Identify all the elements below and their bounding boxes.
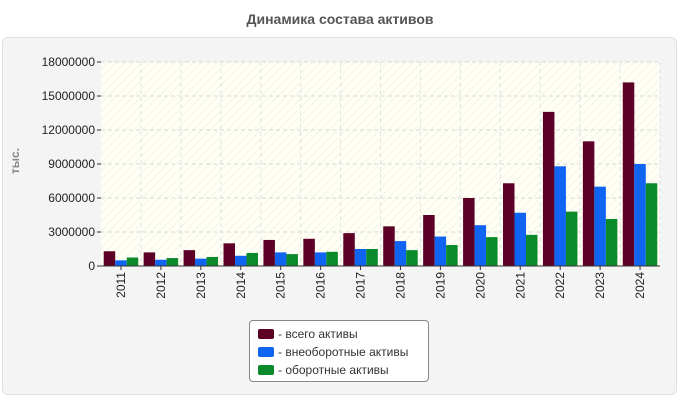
bar-2016-series-3 [326,251,338,266]
legend-item-current: - оборотные активы [258,361,420,379]
x-tick-label: 2020 [473,272,487,299]
bar-2021-series-2 [514,212,526,266]
legend-swatch-total [258,329,274,339]
bar-2024-series-3 [645,183,658,266]
x-tick-label: 2018 [393,272,407,299]
bar-2011-series-1 [103,251,116,266]
x-axis-ticks: 2011 2012 2013 2014 2015 2016 2017 2018 2019 2020… [114,266,647,299]
legend-label-noncurrent: - внеоборотные активы [278,345,409,359]
bar-2021-series-1 [503,183,515,266]
y-tick-label: 9000000 [48,157,95,171]
x-tick-label: 2016 [314,272,328,299]
bar-2016-series-2 [314,252,327,266]
y-tick-label: 6000000 [48,191,95,205]
y-axis-ticks: 0 3000000 6000000 9000000 12000000 15000000 18… [42,55,101,273]
chart-title: Динамика состава активов [246,11,434,27]
bar-2018-series-2 [394,241,407,266]
bar-2017-series-1 [343,233,355,266]
bar-2020-series-3 [486,237,498,266]
x-tick-label: 2015 [274,272,288,299]
grid [101,61,661,266]
bar-2014-series-3 [246,252,258,266]
x-tick-label: 2012 [154,272,168,299]
bar-2022-series-3 [565,211,578,266]
x-tick-label: 2011 [114,272,128,298]
bar-2011-series-3 [126,257,139,266]
legend-swatch-current [258,365,274,375]
y-tick-label: 18000000 [42,55,96,69]
bar-2015-series-1 [263,239,275,266]
y-tick-label: 0 [88,259,95,273]
bar-2012-series-3 [166,258,179,266]
bar-2020-series-2 [474,225,487,266]
bar-2023-series-2 [594,186,606,266]
bar-2019-series-3 [446,245,458,266]
bar-2018-series-3 [406,250,418,266]
bar-2016-series-1 [303,238,315,266]
bar-2021-series-3 [526,234,538,266]
x-tick-label: 2014 [234,272,248,299]
bar-2023-series-3 [605,218,618,266]
y-tick-label: 3000000 [48,225,95,239]
bar-2013-series-1 [183,250,196,266]
x-tick-label: 2019 [433,272,447,299]
bar-2013-series-3 [206,256,219,266]
x-tick-label: 2022 [553,272,567,299]
bar-2014-series-1 [223,243,235,266]
x-tick-label: 2013 [194,272,208,299]
bar-2023-series-1 [582,141,595,266]
bar-2022-series-1 [542,111,555,266]
bar-2017-series-2 [354,249,367,266]
bar-2022-series-2 [554,166,566,266]
y-axis-label: тыс. [8,148,32,178]
legend: - всего активы - внеоборотные активы - о… [249,320,429,382]
bar-2020-series-1 [463,198,475,266]
bar-2018-series-1 [383,226,395,266]
y-axis-label-text: тыс. [8,147,23,175]
legend-label-total: - всего активы [278,327,358,341]
x-tick-label: 2017 [354,272,368,299]
x-tick-label: 2024 [633,272,647,299]
bar-2015-series-3 [286,254,298,266]
bar-2024-series-2 [634,164,646,266]
y-tick-label: 15000000 [42,89,96,103]
legend-item-total: - всего активы [258,325,420,343]
bar-2011-series-2 [115,260,127,266]
legend-swatch-noncurrent [258,347,274,357]
bar-2012-series-2 [155,259,167,266]
x-tick-label: 2023 [593,272,607,299]
bar-2015-series-2 [274,252,287,266]
y-tick-label: 12000000 [42,123,96,137]
bar-2013-series-2 [195,258,207,266]
bar-2019-series-2 [434,236,447,266]
bar-2019-series-1 [423,215,435,266]
bar-2012-series-1 [143,252,156,266]
bar-2017-series-3 [366,249,378,266]
legend-label-current: - оборотные активы [278,363,389,377]
bar-2014-series-2 [235,255,247,266]
bar-2024-series-1 [622,82,635,267]
bars [103,82,658,267]
x-tick-label: 2021 [513,272,527,299]
legend-item-noncurrent: - внеоборотные активы [258,343,420,361]
